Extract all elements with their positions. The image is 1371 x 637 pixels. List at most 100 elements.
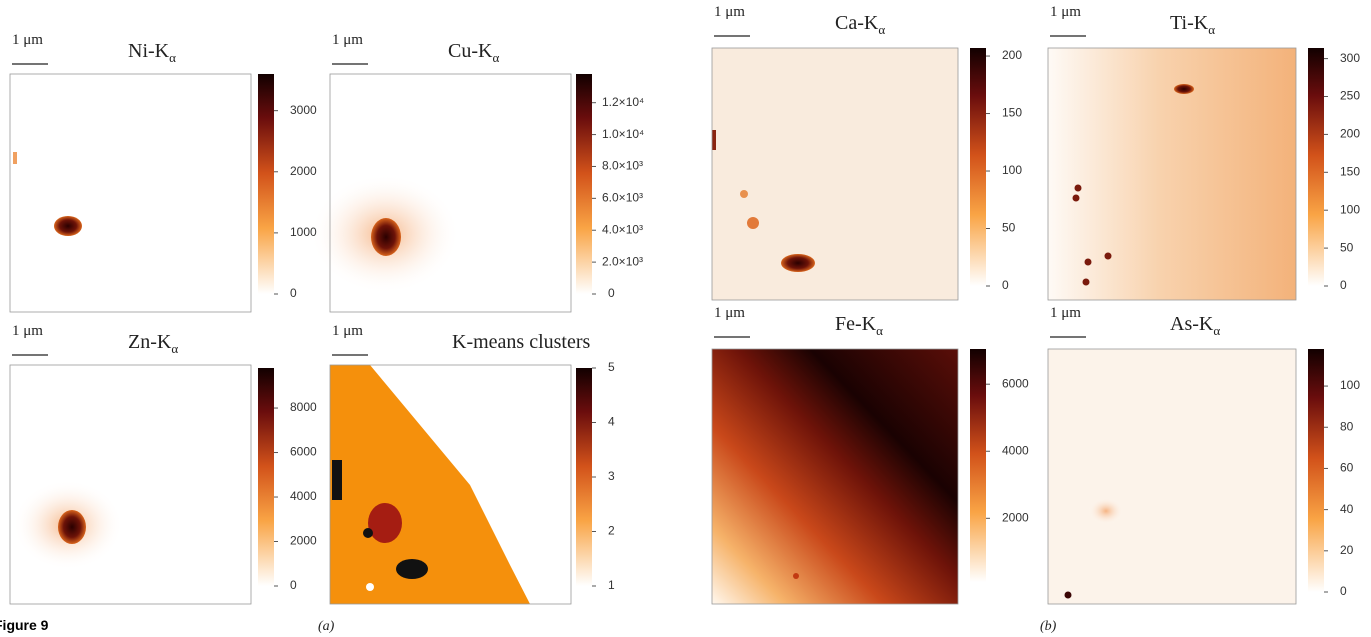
map-image bbox=[329, 364, 572, 605]
colorbar-tick-label: 300 bbox=[1340, 51, 1360, 65]
title-main: K-means clusters bbox=[452, 331, 591, 353]
panel-title: Ca-Kα bbox=[835, 12, 885, 37]
title-sub: α bbox=[1208, 22, 1215, 37]
scale-label: 1 μm bbox=[1050, 305, 1081, 321]
panel: 1 μm As-Kα 0 20 40 60 80 100 bbox=[1047, 305, 1360, 605]
map-image bbox=[1047, 47, 1297, 301]
colorbar-tick-label: 4000 bbox=[290, 489, 317, 503]
title-main: Ni-K bbox=[128, 40, 170, 62]
spot bbox=[1072, 194, 1080, 202]
title-main: Ca-K bbox=[835, 12, 879, 34]
colorbar-tick-label: 150 bbox=[1002, 106, 1022, 120]
spot bbox=[793, 573, 799, 579]
map-frame bbox=[711, 348, 959, 605]
spot bbox=[747, 217, 759, 229]
cluster bbox=[368, 503, 402, 543]
spot bbox=[1082, 278, 1090, 286]
scale-label: 1 μm bbox=[714, 4, 745, 20]
colorbar bbox=[1308, 349, 1324, 592]
map-frame bbox=[9, 73, 252, 313]
colorbar bbox=[1308, 48, 1324, 286]
colorbar bbox=[970, 48, 986, 286]
spot bbox=[740, 190, 748, 198]
map-image bbox=[310, 73, 572, 313]
colorbar-tick-label: 50 bbox=[1002, 221, 1016, 235]
title-main: Ti-K bbox=[1170, 12, 1209, 34]
colorbar-tick-label: 0 bbox=[290, 578, 297, 592]
colorbar-tick-label: 250 bbox=[1340, 89, 1360, 103]
colorbar-tick-label: 5 bbox=[608, 360, 615, 374]
colorbar-tick-label: 100 bbox=[1340, 202, 1360, 216]
edge bbox=[13, 152, 17, 164]
colorbar-tick-label: 0 bbox=[608, 286, 615, 300]
map-frame bbox=[711, 47, 959, 301]
title-sub: α bbox=[876, 323, 883, 338]
scale-label: 1 μm bbox=[332, 32, 363, 48]
title-main: Zn-K bbox=[128, 331, 172, 353]
colorbar-tick-label: 100 bbox=[1002, 163, 1022, 177]
spot bbox=[1104, 252, 1112, 260]
colorbar-tick-label: 2.0×10³ bbox=[602, 254, 643, 268]
group-label: (a) bbox=[318, 619, 335, 634]
title-sub: α bbox=[1213, 323, 1220, 338]
colorbar-tick-label: 0 bbox=[1340, 584, 1347, 598]
title-sub: α bbox=[169, 50, 176, 65]
colorbar-tick-label: 200 bbox=[1002, 48, 1022, 62]
colorbar-tick-label: 40 bbox=[1340, 502, 1354, 516]
spot bbox=[1084, 258, 1092, 266]
colorbar-tick-label: 80 bbox=[1340, 419, 1354, 433]
colorbar-tick-label: 8000 bbox=[290, 400, 317, 414]
colorbar-tick-label: 6000 bbox=[290, 445, 317, 459]
panel-title: Zn-Kα bbox=[128, 331, 178, 356]
colorbar bbox=[258, 368, 274, 586]
map-image bbox=[711, 47, 959, 301]
colorbar bbox=[576, 368, 592, 586]
hotspot bbox=[371, 218, 401, 256]
title-sub: α bbox=[171, 341, 178, 356]
map-image bbox=[711, 348, 959, 605]
map-frame bbox=[1047, 348, 1297, 605]
map-frame bbox=[329, 364, 572, 605]
hotspot bbox=[54, 216, 82, 236]
title-sub: α bbox=[492, 50, 499, 65]
colorbar-tick-label: 60 bbox=[1340, 461, 1354, 475]
panel-title: K-means clusters bbox=[452, 331, 591, 353]
colorbar-tick-label: 1 bbox=[608, 578, 615, 592]
spot bbox=[1074, 184, 1082, 192]
map-frame bbox=[329, 73, 572, 313]
colorbar-tick-label: 4.0×10³ bbox=[602, 222, 643, 236]
panel-title: Ti-Kα bbox=[1170, 12, 1215, 37]
colorbar-tick-label: 8.0×10³ bbox=[602, 159, 643, 173]
colorbar-tick-label: 150 bbox=[1340, 164, 1360, 178]
colorbar-tick-label: 3000 bbox=[290, 103, 317, 117]
colorbar bbox=[258, 74, 274, 294]
map-frame bbox=[1047, 47, 1297, 301]
panel: 1 μm Zn-Kα 0 2000 4000 6000 8000 bbox=[9, 323, 317, 605]
colorbar-tick-label: 2 bbox=[608, 524, 615, 538]
hotspot bbox=[781, 254, 815, 272]
colorbar-tick-label: 100 bbox=[1340, 378, 1360, 392]
map-frame bbox=[9, 364, 252, 605]
colorbar-tick-label: 0 bbox=[1002, 278, 1009, 292]
scale-label: 1 μm bbox=[714, 305, 745, 321]
scale-label: 1 μm bbox=[12, 323, 43, 339]
colorbar-tick-label: 0 bbox=[290, 286, 297, 300]
cluster bbox=[332, 460, 342, 500]
panel-title: Fe-Kα bbox=[835, 313, 883, 338]
title-main: Fe-K bbox=[835, 313, 877, 335]
edge bbox=[712, 130, 716, 150]
colorbar-tick-label: 200 bbox=[1340, 127, 1360, 141]
colorbar-tick-label: 50 bbox=[1340, 240, 1354, 254]
hotspot bbox=[1174, 84, 1194, 94]
colorbar-tick-label: 2000 bbox=[290, 164, 317, 178]
scale-label: 1 μm bbox=[1050, 4, 1081, 20]
colorbar-tick-label: 4 bbox=[608, 415, 615, 429]
map-image bbox=[9, 73, 252, 313]
panel-title: Cu-Kα bbox=[448, 40, 499, 65]
colorbar-tick-label: 4000 bbox=[1002, 443, 1029, 457]
figure-label: Figure 9 bbox=[0, 617, 49, 633]
group-label: (b) bbox=[1040, 619, 1057, 634]
panel: 1 μm K-means clusters 1 2 3 4 5 bbox=[329, 323, 615, 605]
